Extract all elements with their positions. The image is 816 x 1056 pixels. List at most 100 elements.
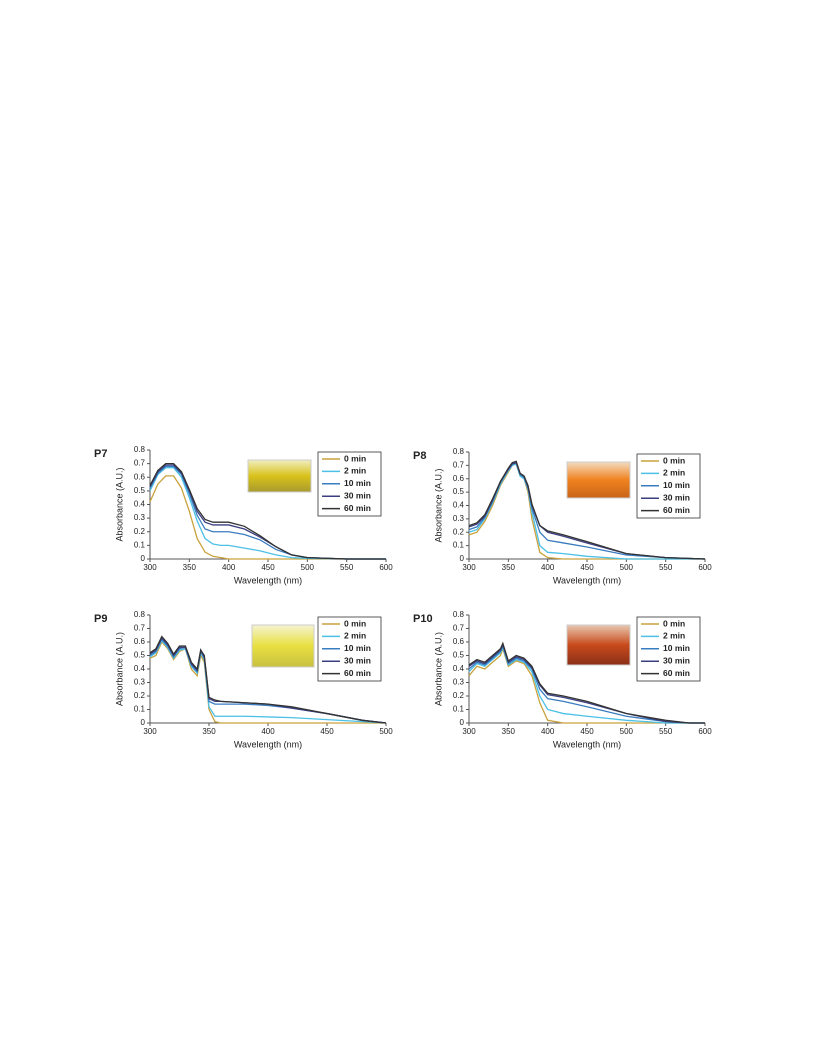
x-tick-label: 450 [261, 563, 275, 572]
sample-photo [566, 461, 631, 499]
legend-label: 60 min [344, 503, 371, 513]
y-tick-label: 0 [460, 554, 465, 563]
y-tick-label: 0.3 [453, 514, 465, 523]
legend-label: 30 min [663, 492, 690, 502]
y-tick-label: 0.1 [453, 541, 465, 550]
panel-label: P10 [413, 613, 433, 625]
y-tick-label: 0.1 [134, 540, 146, 549]
y-tick-label: 0 [141, 718, 146, 727]
y-axis-label: Absorbance (A.U.) [433, 468, 443, 542]
x-tick-label: 350 [502, 563, 516, 572]
x-tick-label: 600 [698, 563, 712, 572]
y-tick-label: 0.2 [134, 527, 146, 536]
legend-label: 0 min [344, 453, 366, 463]
legend-label: 2 min [344, 631, 366, 641]
y-axis-label: Absorbance (A.U.) [433, 632, 443, 706]
x-axis-label: Wavelength (nm) [553, 575, 621, 585]
legend-label: 60 min [663, 505, 690, 515]
series-line [149, 467, 386, 560]
y-tick-label: 0.2 [453, 527, 465, 536]
y-tick-label: 0.5 [134, 486, 146, 495]
panel-label: P8 [413, 450, 426, 462]
y-axis-label: Absorbance (A.U.) [114, 467, 124, 541]
x-axis-label: Wavelength (nm) [234, 575, 302, 585]
x-tick-label: 550 [659, 727, 673, 736]
x-tick-label: 600 [379, 563, 393, 572]
y-tick-label: 0.6 [453, 637, 465, 646]
x-tick-label: 500 [620, 727, 634, 736]
legend-label: 0 min [344, 618, 366, 628]
legend-label: 10 min [344, 478, 371, 488]
legend-label: 30 min [663, 655, 690, 665]
legend-label: 0 min [663, 618, 685, 628]
legend-label: 10 min [663, 643, 690, 653]
x-tick-label: 400 [261, 727, 275, 736]
x-tick-label: 550 [340, 563, 354, 572]
x-tick-label: 450 [580, 563, 594, 572]
legend-label: 2 min [663, 468, 685, 478]
chart: P7 0 0.1 0.2 0.3 0.4 0.5 0.6 0.7 0.8 300 350 400 450 5… [94, 445, 393, 585]
x-tick-label: 500 [379, 727, 393, 736]
y-tick-label: 0.4 [453, 501, 465, 510]
y-tick-label: 0 [141, 554, 146, 563]
chart: P8 0 0.1 0.2 0.3 0.4 0.5 0.6 0.7 0.8 300 350 400 450 5… [413, 447, 712, 585]
y-tick-label: 0.3 [134, 513, 146, 522]
y-tick-label: 0.7 [453, 460, 465, 469]
y-tick-label: 0.6 [453, 474, 465, 483]
y-tick-label: 0.8 [134, 610, 146, 619]
chart: P9 0 0.1 0.2 0.3 0.4 0.5 0.6 0.7 0.8 300 350 400 450 5… [94, 610, 393, 749]
legend-label: 0 min [663, 455, 685, 465]
sample-photo [247, 459, 312, 493]
legend-label: 2 min [344, 466, 366, 476]
series-line [149, 475, 386, 560]
series-line [468, 641, 705, 724]
x-axis-label: Wavelength (nm) [553, 739, 621, 749]
x-tick-label: 300 [462, 563, 476, 572]
panel-label: P9 [94, 613, 107, 625]
y-tick-label: 0.3 [134, 678, 146, 687]
y-tick-label: 0.7 [134, 624, 146, 633]
y-tick-label: 0.1 [134, 705, 146, 714]
x-tick-label: 350 [502, 727, 516, 736]
legend-label: 10 min [663, 480, 690, 490]
legend-label: 30 min [344, 490, 371, 500]
series-line [149, 635, 387, 724]
y-tick-label: 0.1 [453, 705, 465, 714]
legend-label: 60 min [663, 668, 690, 678]
y-tick-label: 0.7 [134, 459, 146, 468]
legend-label: 30 min [344, 655, 371, 665]
y-tick-label: 0.4 [453, 664, 465, 673]
y-tick-label: 0.8 [453, 447, 465, 456]
y-axis-label: Absorbance (A.U.) [114, 632, 124, 706]
x-tick-label: 350 [202, 727, 216, 736]
y-tick-label: 0.3 [453, 678, 465, 687]
x-tick-label: 300 [143, 563, 157, 572]
x-tick-label: 450 [320, 727, 334, 736]
y-tick-label: 0.4 [134, 664, 146, 673]
x-tick-label: 550 [659, 563, 673, 572]
y-tick-label: 0.7 [453, 624, 465, 633]
x-tick-label: 350 [183, 563, 197, 572]
series-line [468, 646, 705, 724]
y-tick-label: 0.6 [134, 637, 146, 646]
legend-label: 2 min [663, 631, 685, 641]
legend-label: 10 min [344, 643, 371, 653]
x-tick-label: 400 [541, 563, 555, 572]
y-tick-label: 0.8 [134, 445, 146, 454]
x-tick-label: 300 [462, 727, 476, 736]
series-line [468, 644, 705, 724]
y-tick-label: 0.5 [453, 487, 465, 496]
x-tick-label: 600 [698, 727, 712, 736]
x-tick-label: 500 [620, 563, 634, 572]
y-tick-label: 0.5 [134, 651, 146, 660]
y-tick-label: 0.4 [134, 500, 146, 509]
panel-label: P7 [94, 448, 107, 460]
x-tick-label: 500 [301, 563, 315, 572]
x-tick-label: 400 [541, 727, 555, 736]
x-tick-label: 300 [143, 727, 157, 736]
x-tick-label: 450 [580, 727, 594, 736]
y-tick-label: 0.5 [453, 651, 465, 660]
y-tick-label: 0 [460, 718, 465, 727]
legend-label: 60 min [344, 668, 371, 678]
